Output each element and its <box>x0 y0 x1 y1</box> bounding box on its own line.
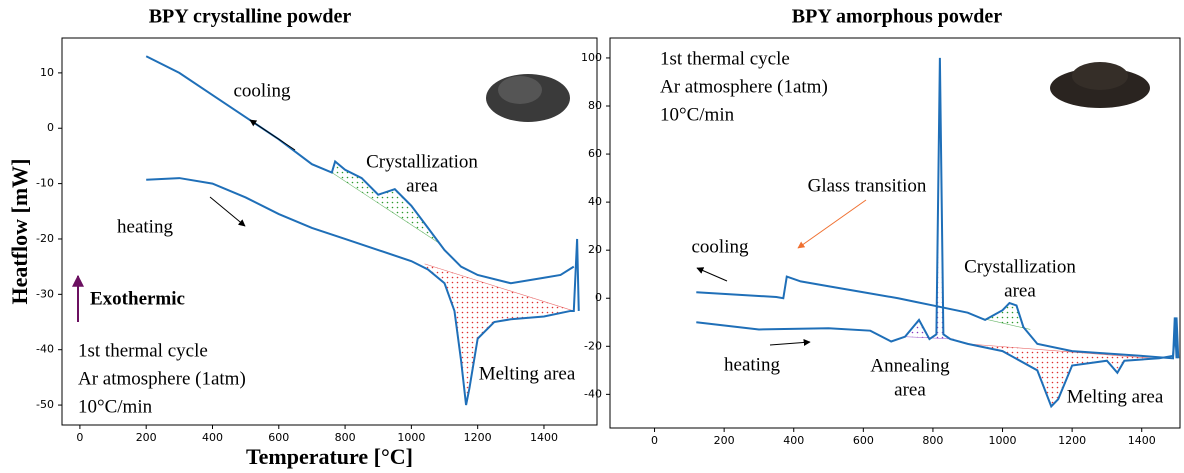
x-tick-label: 0 <box>651 434 658 447</box>
y-axis-label: Heatflow [mW] <box>7 158 32 304</box>
x-tick-label: 800 <box>922 434 943 447</box>
annotation: Crystallization <box>366 151 478 172</box>
x-tick-label: 1000 <box>397 431 425 444</box>
x-tick-label: 0 <box>76 431 83 444</box>
amorphous-powder-photo <box>1072 62 1128 90</box>
y-tick-label: 40 <box>588 195 602 208</box>
baseline <box>331 172 442 245</box>
x-axis-label: Temperature [°C] <box>246 444 413 469</box>
y-tick-label: -40 <box>36 343 54 356</box>
y-tick-label: -40 <box>584 387 602 400</box>
data-line <box>146 177 580 406</box>
y-tick-label: 0 <box>595 291 602 304</box>
x-tick-label: 400 <box>202 431 223 444</box>
series-label: heating <box>117 216 173 237</box>
x-tick-label: 800 <box>335 431 356 444</box>
y-tick-label: 20 <box>588 243 602 256</box>
data-line <box>696 57 1180 409</box>
arrow <box>696 267 728 282</box>
baseline <box>967 343 1153 359</box>
y-tick-label: -20 <box>584 339 602 352</box>
note: 1st thermal cycle <box>78 340 208 361</box>
note: Ar atmosphere (1atm) <box>78 368 246 389</box>
annotation: Melting area <box>479 363 576 384</box>
glass-transition-arrow <box>797 199 867 249</box>
arrow <box>249 119 296 151</box>
baseline <box>424 263 574 312</box>
x-tick-label: 1200 <box>464 431 492 444</box>
annotation: Exothermic <box>90 288 185 309</box>
note: 1st thermal cycle <box>660 48 790 69</box>
y-tick-label: 10 <box>40 66 54 79</box>
y-tick-label: 100 <box>581 51 602 64</box>
x-tick-label: 1000 <box>989 434 1017 447</box>
crystalline-powder-photo <box>498 76 542 104</box>
note: 10°C/min <box>660 104 735 125</box>
y-tick-label: -50 <box>36 398 54 411</box>
series-label: cooling <box>692 236 749 257</box>
annotation: Melting area <box>1067 386 1164 407</box>
annotation: Glass transition <box>808 175 927 196</box>
y-tick-label: -20 <box>36 232 54 245</box>
x-tick-label: 1400 <box>1128 434 1156 447</box>
x-tick-label: 1400 <box>530 431 558 444</box>
x-tick-label: 600 <box>853 434 874 447</box>
annotation: area <box>1004 280 1036 301</box>
x-tick-label: 600 <box>268 431 289 444</box>
y-tick-label: -10 <box>36 177 54 190</box>
y-tick-label: 60 <box>588 147 602 160</box>
x-tick-label: 200 <box>714 434 735 447</box>
annotation: Crystallization <box>964 256 1076 277</box>
data-line <box>696 275 1178 360</box>
arrow <box>769 338 811 346</box>
y-tick-label: 80 <box>588 99 602 112</box>
x-tick-label: 200 <box>136 431 157 444</box>
annotation: Annealing <box>870 355 950 376</box>
annotation: area <box>406 175 438 196</box>
arrow <box>209 196 246 227</box>
x-tick-label: 400 <box>783 434 804 447</box>
note: Ar atmosphere (1atm) <box>660 76 828 97</box>
shaded-area <box>905 57 954 340</box>
series-label: heating <box>724 354 780 375</box>
shaded-area <box>967 343 1153 407</box>
chart-title: BPY crystalline powder <box>149 6 352 28</box>
note: 10°C/min <box>78 396 153 417</box>
y-tick-label: 0 <box>47 121 54 134</box>
annotation: area <box>894 379 926 400</box>
plot-frame <box>609 37 1181 429</box>
plot-frame <box>61 37 598 426</box>
x-tick-label: 1200 <box>1058 434 1086 447</box>
chart-title: BPY amorphous powder <box>792 6 1003 28</box>
series-label: cooling <box>234 80 291 101</box>
y-tick-label: -30 <box>36 287 54 300</box>
shaded-area <box>331 161 442 245</box>
